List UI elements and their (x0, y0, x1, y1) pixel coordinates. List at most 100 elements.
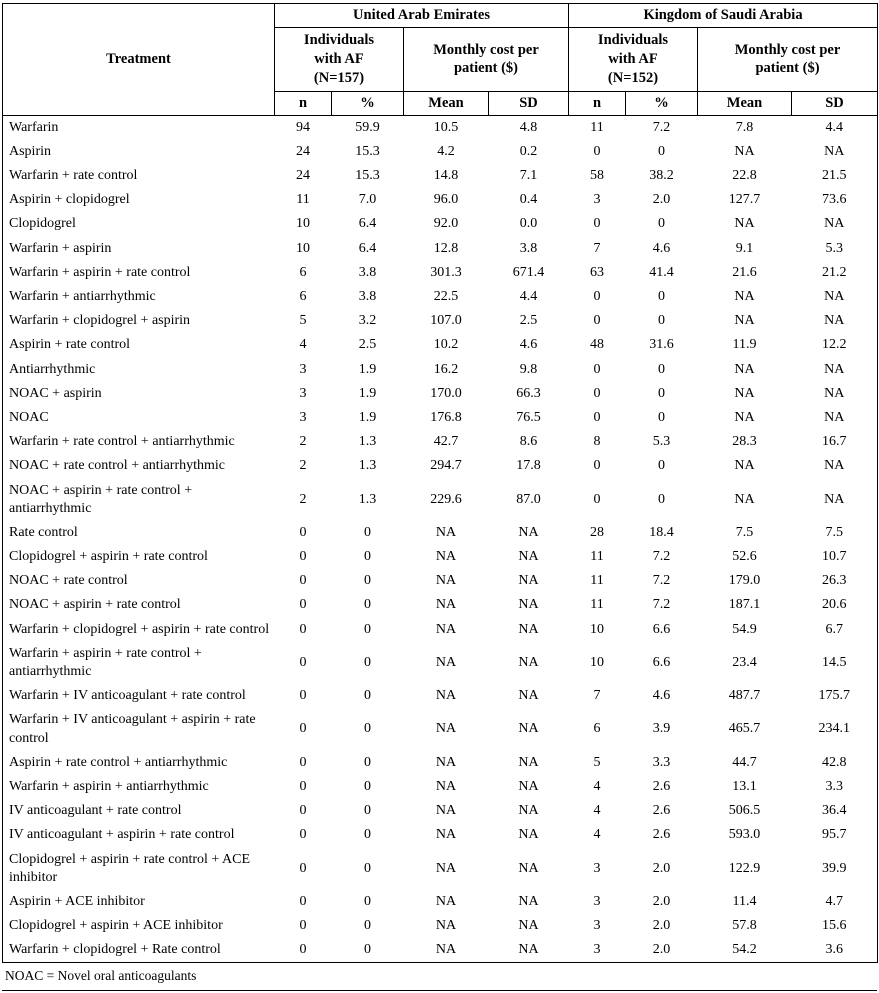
value-cell: 3 (593, 918, 601, 934)
value-cell: 0 (364, 893, 371, 909)
value-cell: 11 (590, 573, 604, 589)
ksa-group-header: Kingdom of Saudi Arabia (567, 3, 879, 28)
value-cell: 0.4 (519, 192, 538, 208)
value-cell: NA (518, 688, 539, 704)
value-cell: NA (734, 143, 755, 159)
uae-mean-header: Mean (403, 90, 489, 116)
value-cell: 175.7 (818, 688, 851, 704)
value-cell: 0 (364, 721, 371, 737)
value-cell: 24 (296, 168, 310, 184)
value-cell: NA (435, 942, 457, 958)
value-cell: NA (518, 860, 539, 876)
ksa-individuals-header: Individuals with AF (N=152) (568, 26, 698, 92)
treatment-name: Clopidogrel + aspirin + rate control (9, 549, 208, 565)
value-cell: NA (518, 918, 539, 934)
value-cell: 179.0 (728, 573, 761, 589)
value-cell: 2.5 (519, 313, 538, 329)
value-cell: 0 (658, 409, 665, 425)
value-cell: 63 (590, 264, 604, 280)
table-row: NOAC + aspirin + rate control + antiarrh… (3, 479, 878, 521)
value-cell: NA (435, 827, 457, 843)
value-cell: 48 (590, 337, 604, 353)
value-cell: 7.5 (825, 524, 844, 540)
value-cell: 0 (364, 549, 371, 565)
table-row: Aspirin 24 15.3 4.2 0.2 0 0 NA NA (3, 140, 878, 164)
value-cell: 44.7 (732, 754, 757, 770)
value-cell: 0 (364, 524, 371, 540)
value-cell: 21.2 (822, 264, 847, 280)
value-cell: 92.0 (433, 216, 459, 232)
value-cell: 0 (299, 754, 307, 770)
treatment-name: NOAC + aspirin + rate control (9, 597, 181, 613)
value-cell: NA (518, 549, 539, 565)
value-cell: 1.9 (358, 361, 377, 377)
value-cell: NA (435, 754, 457, 770)
value-cell: 170.0 (430, 385, 462, 401)
treatment-name: Warfarin + IV anticoagulant + rate contr… (9, 688, 246, 704)
treatment-cost-table: Treatment United Arab Emirates Kingdom o… (2, 3, 879, 964)
ksa-mean-header: Mean (697, 90, 792, 116)
treatment-name: Rate control (9, 524, 78, 540)
value-cell: NA (518, 942, 539, 958)
value-cell: NA (435, 597, 457, 613)
value-cell: 26.3 (822, 573, 847, 589)
value-cell: 7.2 (652, 597, 671, 613)
table-row: Warfarin + aspirin 10 6.4 12.8 3.8 7 4.6 9.1 5.3 (3, 237, 878, 261)
table-row: Warfarin + IV anticoagulant + rate contr… (3, 684, 878, 708)
value-cell: 7.2 (652, 549, 671, 565)
value-cell: 10 (590, 621, 604, 637)
table-row: Aspirin + ACE inhibitor 0 0 NA NA 3 2.0 11.4 4.7 (3, 890, 878, 914)
value-cell: 2.0 (652, 860, 671, 876)
value-cell: NA (734, 216, 755, 232)
value-cell: 3.8 (519, 240, 538, 256)
value-cell: NA (435, 803, 457, 819)
value-cell: 76.5 (516, 409, 541, 425)
value-cell: 3 (299, 361, 307, 377)
value-cell: 6.6 (652, 654, 671, 670)
value-cell: NA (518, 573, 539, 589)
table-row: IV anticoagulant + aspirin + rate contro… (3, 823, 878, 847)
value-cell: 11.4 (732, 893, 757, 909)
value-cell: 0 (593, 409, 601, 425)
value-cell: 0 (364, 827, 371, 843)
column-label-row: n % Mean SD n % Mean SD (3, 90, 879, 116)
value-cell: 20.6 (822, 597, 847, 613)
value-cell: 0 (593, 458, 601, 474)
value-cell: 14.5 (822, 654, 847, 670)
value-cell: 4.4 (519, 289, 538, 304)
value-cell: 58 (590, 168, 604, 184)
value-cell: 28 (590, 524, 604, 540)
value-cell: 38.2 (649, 168, 674, 184)
value-cell: 0 (364, 688, 371, 704)
treatment-name: Warfarin + IV anticoagulant + aspirin + … (9, 712, 256, 746)
table-row: Warfarin + rate control 24 15.3 14.8 7.1 58 38… (3, 164, 878, 188)
treatment-name: Aspirin + clopidogrel (9, 192, 130, 208)
value-cell: 2.0 (652, 918, 671, 934)
table-row: Warfarin + rate control + antiarrhythmic… (3, 430, 878, 454)
uae-group-header: United Arab Emirates (274, 3, 569, 28)
table-row: Aspirin + rate control 4 2.5 10.2 4.6 48 31.6 1… (3, 333, 878, 357)
value-cell: 0 (658, 385, 665, 401)
value-cell: NA (518, 893, 539, 909)
value-cell: 42.8 (822, 754, 847, 770)
value-cell: 95.7 (822, 827, 847, 843)
uae-sd-header: SD (488, 90, 569, 116)
value-cell: NA (435, 860, 457, 876)
value-cell: NA (435, 918, 457, 934)
value-cell: 7.0 (358, 192, 377, 208)
value-cell: NA (824, 143, 845, 159)
value-cell: 0 (299, 860, 307, 876)
table-row: Warfarin + antiarrhythmic 6 3.8 22.5 4.4 0 0 NA… (3, 285, 878, 309)
value-cell: 0 (299, 942, 307, 958)
table-row: Clopidogrel + aspirin + rate control 0 0 NA… (3, 545, 878, 569)
value-cell: NA (824, 409, 845, 425)
treatment-name: NOAC + aspirin + rate control + antiarrh… (9, 482, 193, 516)
value-cell: 0 (593, 385, 601, 401)
value-cell: 1.3 (358, 458, 377, 474)
value-cell: 4.4 (825, 119, 844, 135)
value-cell: 22.5 (433, 289, 459, 304)
value-cell: 7 (593, 688, 601, 704)
value-cell: 3 (299, 409, 307, 425)
value-cell: 0 (299, 688, 307, 704)
value-cell: 11.9 (732, 337, 757, 353)
